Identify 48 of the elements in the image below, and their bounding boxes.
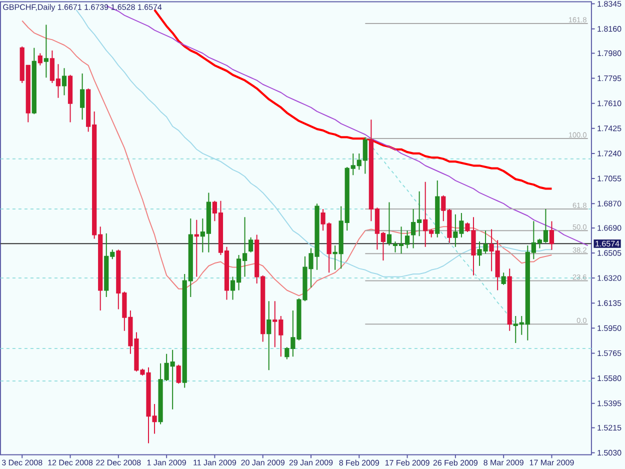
candlestick	[435, 180, 440, 238]
x-tick-label: 11 Jan 2009	[194, 460, 236, 466]
ref-line-label: 1.6574	[596, 240, 620, 246]
candlestick	[501, 272, 506, 286]
x-tick-label: 26 Feb 2009	[433, 460, 478, 466]
candlestick	[62, 68, 67, 96]
candlestick	[68, 74, 73, 123]
y-tick-label: 1.5765	[598, 350, 622, 356]
y-tick-label: 1.5580	[598, 375, 622, 382]
y-tick-label: 1.6870	[598, 200, 622, 206]
x-tick-label: 8 Feb 2009	[339, 460, 379, 466]
candlestick	[386, 202, 392, 246]
candlestick	[507, 268, 512, 332]
y-tick-label: 1.8345	[598, 0, 622, 7]
y-tick-label: 1.7795	[598, 75, 622, 82]
candlestick	[248, 236, 254, 253]
x-tick-label: 1 Jan 2009	[147, 460, 186, 466]
y-tick-label: 1.5395	[598, 400, 622, 406]
y-tick-label: 1.5030	[598, 450, 622, 456]
candlestick	[38, 52, 42, 66]
x-tick-label: 12 Dec 2008	[48, 460, 93, 466]
y-tick-label: 1.7055	[598, 176, 622, 182]
candlestick	[32, 47, 36, 115]
y-tick-label: 1.5950	[598, 325, 622, 331]
candlestick	[549, 220, 554, 250]
x-tick-label: 3 Dec 2008	[2, 460, 42, 466]
y-tick-label: 1.6505	[598, 250, 622, 256]
x-tick-label: 17 Feb 2009	[385, 460, 430, 466]
y-tick-label: 1.6135	[598, 300, 622, 306]
candlestick	[266, 300, 272, 371]
chart-title: GBPCHF,Daily 1.6671 1.6739 1.6528 1.6574	[3, 4, 162, 12]
candlestick	[194, 219, 199, 278]
x-tick-label: 29 Jan 2009	[289, 460, 333, 466]
candlestick	[80, 73, 85, 120]
y-tick-label: 1.6320	[598, 275, 622, 281]
x-tick-label: 20 Jan 2009	[241, 460, 284, 466]
y-tick-label: 1.7610	[598, 100, 622, 106]
y-tick-label: 1.7980	[598, 50, 622, 56]
y-tick-label: 1.6690	[598, 225, 622, 231]
x-tick-label: 22 Dec 2008	[96, 460, 141, 466]
candlestick	[176, 364, 181, 384]
y-tick-label: 1.7240	[598, 150, 622, 156]
y-tick-label: 1.8160	[598, 26, 622, 32]
candlestick	[44, 24, 48, 78]
y-tick-label: 1.7425	[598, 126, 622, 132]
y-tick-label: 1.5215	[598, 424, 622, 431]
x-tick-label: 8 Mar 2009	[484, 460, 524, 466]
x-tick-label: 17 Mar 2009	[530, 460, 574, 466]
